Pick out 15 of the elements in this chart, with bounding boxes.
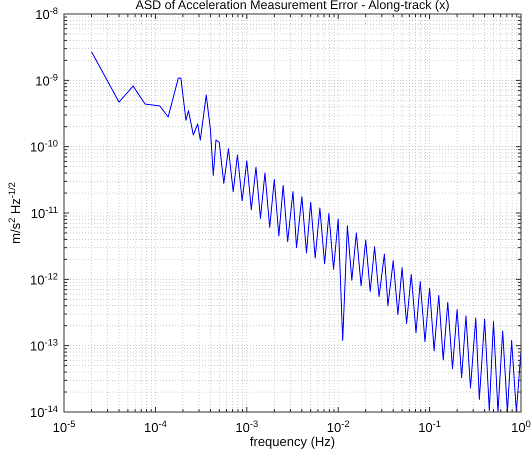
y-tick-label: 10$^{-11}$ [30,205,58,221]
x-tick-label: 10$^{-4}$ [144,419,167,435]
y-tick-label: 10$^{-9}$ [35,72,58,88]
chart-title: ASD of Acceleration Measurement Error - Along-track (x) [135,0,450,12]
y-tick-label: 10$^{-13}$ [30,338,58,354]
y-tick-label: 10$^{-8}$ [35,6,58,22]
y-tick-label: 10$^{-14}$ [30,404,58,420]
x-axis-title: frequency (Hz) [250,434,336,449]
y-tick-label: 10$^{-10}$ [30,138,58,155]
x-tick-label: 10$^{-2}$ [326,419,350,435]
x-tick-label: 10$^{-1}$ [418,419,441,435]
x-tick-label: 10$^{0}$ [511,419,531,435]
x-tick-label: 10$^{-3}$ [235,419,258,435]
x-tick-label: 10$^{-5}$ [52,419,76,435]
y-tick-label: 10$^{-12}$ [30,271,58,288]
